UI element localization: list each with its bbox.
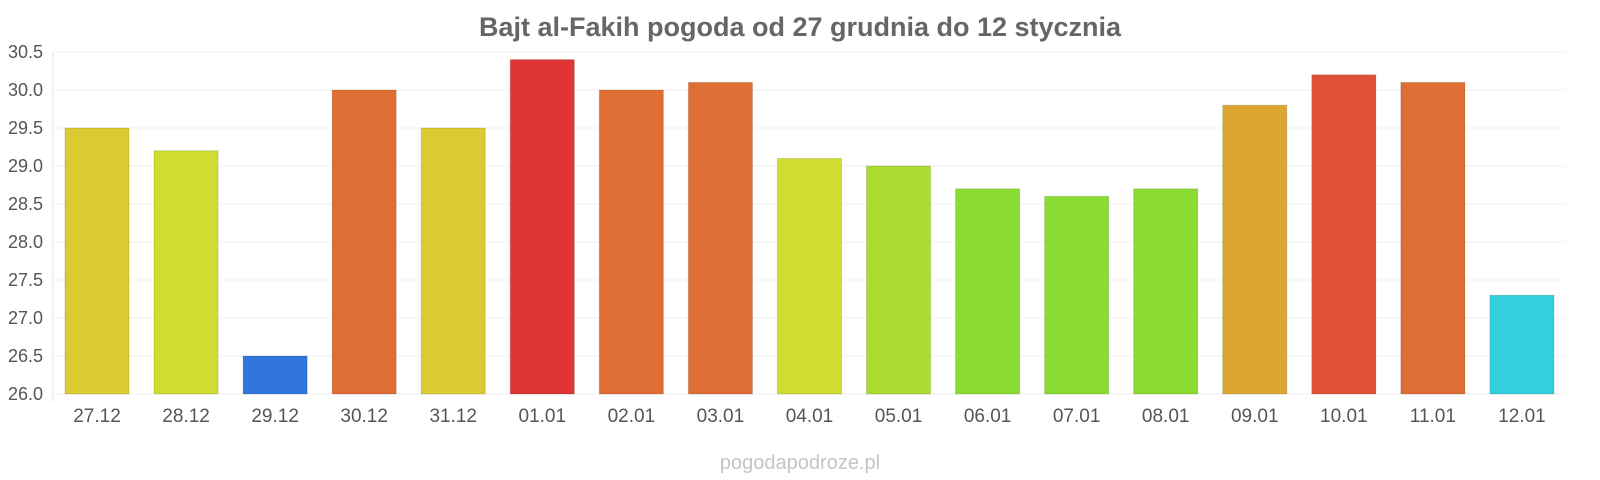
x-tick-label: 31.12 bbox=[429, 406, 477, 427]
bar-04.01 bbox=[776, 157, 843, 395]
x-tick-label: 05.01 bbox=[875, 406, 923, 427]
bar-29.12 bbox=[242, 355, 308, 395]
chart-title: Bajt al-Fakih pogoda od 27 grudnia do 12… bbox=[479, 12, 1122, 42]
bar-10.01 bbox=[1311, 74, 1377, 395]
bar-30.12 bbox=[331, 89, 397, 395]
x-axis-ticks: 27.12 28.12 29.12 30.12 31.12 01.01 02.01 03.01… bbox=[73, 406, 1545, 427]
x-tick-label: 02.01 bbox=[608, 406, 656, 427]
bar-05.01 bbox=[865, 165, 932, 395]
x-tick-label: 03.01 bbox=[697, 406, 745, 427]
y-tick-label: 29.0 bbox=[8, 156, 43, 176]
watermark: pogodapodroze.pl bbox=[720, 452, 880, 474]
x-tick-label: 07.01 bbox=[1053, 406, 1101, 427]
bar-06.01 bbox=[955, 188, 1021, 395]
x-tick-label: 11.01 bbox=[1410, 406, 1456, 427]
y-tick-label: 26.5 bbox=[8, 346, 43, 366]
y-tick-label: 28.5 bbox=[8, 194, 43, 214]
bar-09.01 bbox=[1222, 104, 1288, 395]
x-tick-label: 04.01 bbox=[786, 406, 834, 427]
x-tick-label: 29.12 bbox=[251, 406, 299, 427]
y-tick-label: 27.0 bbox=[8, 308, 43, 328]
bar-12.01 bbox=[1489, 294, 1555, 395]
bar-28.12 bbox=[153, 150, 219, 395]
y-tick-label: 29.5 bbox=[8, 118, 43, 138]
bar-27.12 bbox=[64, 127, 130, 395]
x-tick-label: 27.12 bbox=[73, 406, 121, 427]
x-tick-label: 12.01 bbox=[1498, 406, 1546, 427]
x-tick-label: 28.12 bbox=[162, 406, 210, 427]
bars bbox=[64, 59, 1555, 395]
bar-01.01 bbox=[509, 59, 575, 395]
bar-08.01 bbox=[1133, 188, 1199, 395]
bar-03.01 bbox=[687, 81, 753, 395]
x-tick-label: 01.01 bbox=[519, 406, 567, 427]
x-tick-label: 30.12 bbox=[340, 406, 388, 427]
bar-02.01 bbox=[598, 89, 664, 395]
y-tick-label: 30.5 bbox=[8, 42, 43, 62]
x-tick-label: 09.01 bbox=[1231, 406, 1279, 427]
y-tick-label: 26.0 bbox=[8, 384, 43, 404]
y-tick-label: 28.0 bbox=[8, 232, 43, 252]
x-tick-label: 06.01 bbox=[964, 406, 1012, 427]
bar-11.01 bbox=[1400, 81, 1466, 395]
y-axis-ticks: 26.0 26.5 27.0 27.5 28.0 28.5 29.0 29.5 30.0 30.5 bbox=[8, 42, 43, 404]
y-tick-label: 27.5 bbox=[8, 270, 43, 290]
x-tick-label: 10.01 bbox=[1320, 406, 1368, 427]
bar-31.12 bbox=[420, 127, 486, 395]
bar-07.01 bbox=[1044, 195, 1110, 395]
x-tick-label: 08.01 bbox=[1142, 406, 1190, 427]
y-tick-label: 30.0 bbox=[8, 80, 43, 100]
